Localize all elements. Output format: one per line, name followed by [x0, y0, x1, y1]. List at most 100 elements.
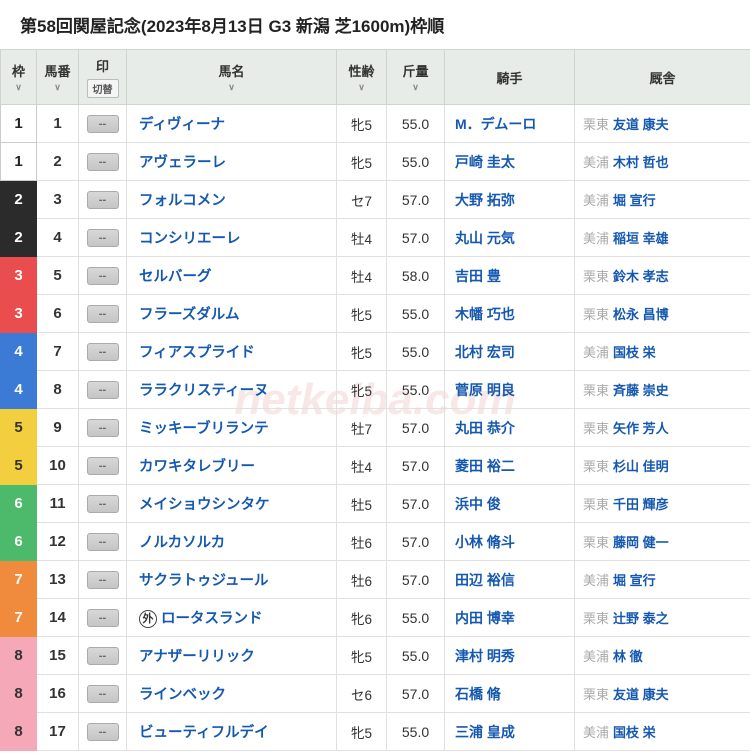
horse-link[interactable]: ノルカソルカ	[139, 535, 225, 551]
mark-pill[interactable]: --	[87, 267, 119, 285]
mark-pill[interactable]: --	[87, 305, 119, 323]
horse-link[interactable]: アヴェラーレ	[139, 155, 226, 171]
col-age[interactable]: 性齢∨	[337, 50, 387, 105]
mark-cell[interactable]: --	[79, 295, 127, 333]
horse-link[interactable]: ララクリスティーヌ	[139, 383, 269, 399]
mark-cell[interactable]: --	[79, 523, 127, 561]
mark-cell[interactable]: --	[79, 257, 127, 295]
table-row: 612--ノルカソルカ牡657.0小林 脩斗栗東藤岡 健一	[1, 523, 750, 561]
horse-link[interactable]: ディヴィーナ	[139, 117, 225, 133]
horse-name-cell: フォルコメン	[127, 181, 337, 219]
col-wt[interactable]: 斤量∨	[387, 50, 445, 105]
trainer-link[interactable]: 友道 康夫	[613, 117, 669, 132]
mark-pill[interactable]: --	[87, 343, 119, 361]
mark-pill[interactable]: --	[87, 457, 119, 475]
trainer-link[interactable]: 杉山 佳明	[613, 459, 669, 474]
trainer-link[interactable]: 稲垣 幸雄	[613, 231, 669, 246]
trainer-link[interactable]: 林 徹	[613, 649, 643, 664]
jockey-link[interactable]: 内田 博幸	[455, 610, 515, 626]
horse-link[interactable]: サクラトゥジュール	[139, 573, 268, 589]
mark-pill[interactable]: --	[87, 647, 119, 665]
horse-link[interactable]: フィアスプライド	[139, 345, 255, 361]
mark-pill[interactable]: --	[87, 115, 119, 133]
mark-cell[interactable]: --	[79, 333, 127, 371]
jockey-link[interactable]: M．デムーロ	[455, 116, 536, 132]
jockey-link[interactable]: 石橋 脩	[455, 686, 501, 702]
trainer-link[interactable]: 堀 宣行	[613, 193, 656, 208]
jockey-link[interactable]: 北村 宏司	[455, 344, 515, 360]
table-row: 35--セルバーグ牡458.0吉田 豊栗東鈴木 孝志	[1, 257, 750, 295]
mark-cell[interactable]: --	[79, 637, 127, 675]
col-num[interactable]: 馬番∨	[37, 50, 79, 105]
jockey-link[interactable]: 田辺 裕信	[455, 572, 515, 588]
mark-pill[interactable]: --	[87, 609, 119, 627]
waku-cell: 3	[1, 295, 37, 333]
jockey-link[interactable]: 三浦 皇成	[455, 724, 515, 740]
horse-link[interactable]: ビューティフルデイ	[139, 725, 269, 741]
trainer-link[interactable]: 木村 哲也	[613, 155, 669, 170]
trainer-link[interactable]: 松永 昌博	[613, 307, 669, 322]
mark-pill[interactable]: --	[87, 153, 119, 171]
mark-cell[interactable]: --	[79, 409, 127, 447]
jockey-link[interactable]: 菅原 明良	[455, 382, 515, 398]
mark-pill[interactable]: --	[87, 685, 119, 703]
trainer-link[interactable]: 千田 輝彦	[613, 497, 669, 512]
mark-cell[interactable]: --	[79, 371, 127, 409]
jockey-link[interactable]: 菱田 裕二	[455, 458, 515, 474]
trainer-link[interactable]: 鈴木 孝志	[613, 269, 669, 284]
jockey-link[interactable]: 吉田 豊	[455, 268, 501, 284]
col-waku[interactable]: 枠∨	[1, 50, 37, 105]
horse-link[interactable]: コンシリエーレ	[139, 231, 241, 247]
jockey-link[interactable]: 小林 脩斗	[455, 534, 515, 550]
mark-pill[interactable]: --	[87, 495, 119, 513]
mark-cell[interactable]: --	[79, 447, 127, 485]
trainer-link[interactable]: 藤岡 健一	[613, 535, 669, 550]
trainer-link[interactable]: 堀 宣行	[613, 573, 656, 588]
mark-pill[interactable]: --	[87, 533, 119, 551]
mark-pill[interactable]: --	[87, 723, 119, 741]
trainer-link[interactable]: 国枝 栄	[613, 725, 656, 740]
jockey-link[interactable]: 丸山 元気	[455, 230, 515, 246]
col-name[interactable]: 馬名∨	[127, 50, 337, 105]
trainer-link[interactable]: 斉藤 崇史	[613, 383, 669, 398]
mark-pill[interactable]: --	[87, 571, 119, 589]
horse-link[interactable]: フォルコメン	[139, 193, 226, 209]
trainer-link[interactable]: 矢作 芳人	[613, 421, 669, 436]
sex-age: 牡4	[337, 257, 387, 295]
mark-pill[interactable]: --	[87, 419, 119, 437]
horse-link[interactable]: フラーズダルム	[139, 307, 239, 323]
mark-pill[interactable]: --	[87, 229, 119, 247]
trainer-link[interactable]: 友道 康夫	[613, 687, 669, 702]
horse-link[interactable]: セルバーグ	[139, 269, 212, 285]
horse-link[interactable]: カワキタレブリー	[139, 459, 255, 475]
jockey-cell: 菅原 明良	[445, 371, 575, 409]
mark-cell[interactable]: --	[79, 713, 127, 751]
mark-cell[interactable]: --	[79, 181, 127, 219]
mark-pill[interactable]: --	[87, 381, 119, 399]
mark-cell[interactable]: --	[79, 485, 127, 523]
mark-cell[interactable]: --	[79, 675, 127, 713]
horse-link[interactable]: メイショウシンタケ	[139, 497, 270, 513]
mark-cell[interactable]: --	[79, 219, 127, 257]
horse-link[interactable]: ラインベック	[139, 687, 226, 703]
jockey-link[interactable]: 戸崎 圭太	[455, 154, 515, 170]
jockey-link[interactable]: 大野 拓弥	[455, 192, 515, 208]
mark-cell[interactable]: --	[79, 561, 127, 599]
jockey-link[interactable]: 木幡 巧也	[455, 306, 515, 322]
col-mark[interactable]: 印切替	[79, 50, 127, 105]
mark-pill[interactable]: --	[87, 191, 119, 209]
mark-toggle-button[interactable]: 切替	[87, 79, 119, 98]
jockey-link[interactable]: 丸田 恭介	[455, 420, 515, 436]
mark-cell[interactable]: --	[79, 599, 127, 637]
mark-cell[interactable]: --	[79, 105, 127, 143]
horse-link[interactable]: アナザーリリック	[139, 649, 255, 665]
horse-link[interactable]: ミッキーブリランテ	[139, 421, 269, 437]
jockey-link[interactable]: 津村 明秀	[455, 648, 515, 664]
mark-cell[interactable]: --	[79, 143, 127, 181]
jockey-cell: 北村 宏司	[445, 333, 575, 371]
trainer-link[interactable]: 国枝 栄	[613, 345, 656, 360]
jockey-cell: 津村 明秀	[445, 637, 575, 675]
jockey-link[interactable]: 浜中 俊	[455, 496, 501, 512]
horse-link[interactable]: ロータスランド	[161, 611, 263, 627]
trainer-link[interactable]: 辻野 泰之	[613, 611, 669, 626]
